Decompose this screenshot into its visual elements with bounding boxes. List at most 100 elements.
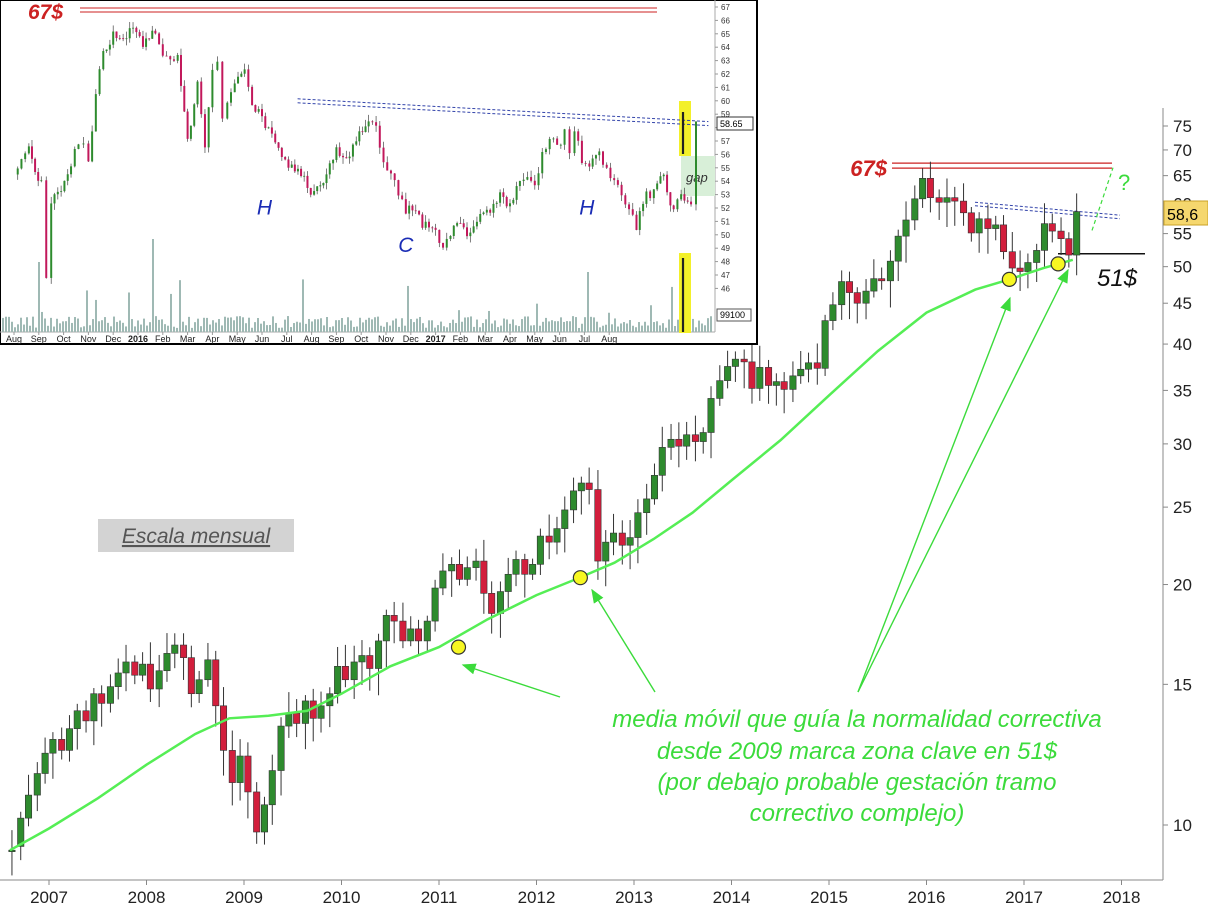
inset-candle-body (293, 164, 296, 172)
candle-body (878, 278, 886, 282)
candle-body (180, 644, 188, 658)
candle-body (780, 381, 788, 390)
inset-candle-body (522, 179, 525, 182)
volume-bar (404, 325, 406, 332)
candle-body (1024, 262, 1032, 272)
volume-bar (266, 325, 268, 332)
volume-bar (569, 321, 571, 332)
candle-body (853, 292, 861, 304)
inset-candle-body (230, 92, 232, 103)
inset-trendlines (80, 7, 709, 332)
volume-bar (113, 316, 115, 332)
inset-candle-body (656, 183, 659, 190)
volume-bar (386, 322, 388, 332)
volume-bar (239, 316, 241, 332)
inset-candle-body (659, 176, 662, 184)
volume-bar (704, 325, 706, 332)
candle-body (163, 653, 171, 672)
inset-candle-body (475, 221, 478, 227)
inset-candle-body (442, 242, 445, 248)
volume-bar (47, 325, 49, 332)
volume-bar (509, 323, 511, 332)
volume-bar (479, 327, 481, 332)
volume-bar (290, 327, 292, 332)
volume-bar (536, 303, 538, 332)
inset-candle-body (427, 221, 430, 228)
volume-bar (329, 327, 331, 332)
inset-candle-body (669, 192, 672, 206)
candle-body (1065, 238, 1073, 256)
volume-bar (392, 320, 394, 332)
inset-candle-body (530, 177, 533, 181)
candle-body (463, 567, 471, 580)
inset-candle-body (172, 59, 175, 61)
volume-bar (338, 320, 340, 332)
inset-candle-body (303, 175, 306, 177)
inset-candle-body (485, 209, 488, 213)
gap-highlight-volume (679, 253, 691, 333)
volume-bar (119, 320, 121, 332)
volume-bar (434, 327, 436, 332)
volume-bar (356, 326, 358, 332)
inset-y-tick-label: 57 (721, 137, 730, 146)
inset-candle-body (662, 174, 665, 177)
inset-candle-body (122, 38, 125, 40)
y-axis-ticks: 1015202530354045505560657075 (1163, 117, 1192, 835)
inset-y-tick-label: 66 (721, 16, 730, 25)
candle-body (724, 366, 732, 381)
inset-candle-body (591, 158, 594, 167)
candle-body (716, 380, 724, 399)
volume-bar (524, 316, 526, 332)
candle-body (975, 218, 983, 234)
volume-bar (515, 325, 517, 332)
inset-candle-body (138, 32, 141, 37)
volume-bar (401, 318, 403, 332)
volume-bar (413, 322, 415, 332)
y-tick-label: 50 (1173, 258, 1192, 277)
volume-bar (497, 327, 499, 332)
inset-candle-body (563, 129, 566, 145)
inset-candle-body (45, 180, 48, 278)
candle-body (334, 666, 342, 695)
candle-body (341, 666, 349, 681)
x-tick-label: 2015 (810, 888, 848, 907)
moving-average (9, 258, 1074, 852)
inset-candle-body (115, 31, 118, 39)
volume-bar (530, 325, 532, 332)
inset-trendline (297, 98, 709, 123)
y-tick-label: 75 (1173, 117, 1192, 136)
inset-x-tick-label: Jul (579, 334, 591, 344)
candle-body (521, 559, 529, 575)
gap-highlight-price (679, 101, 691, 156)
volume-bar (8, 316, 10, 332)
inset-candle-body (196, 81, 199, 105)
inset-candle-body (319, 185, 322, 187)
candle-body (399, 620, 407, 642)
candle-body (73, 710, 81, 729)
volume-bar (326, 317, 328, 332)
candle-body (602, 541, 610, 562)
volume-bar (230, 317, 232, 332)
volume-bar (296, 321, 298, 332)
volume-bar (653, 322, 655, 332)
inset-candle-body (466, 227, 469, 237)
volume-bar (269, 325, 271, 332)
inset-y-tick-label: 63 (721, 57, 730, 66)
inset-candle-body (34, 158, 37, 172)
volume-bar (455, 323, 457, 332)
inset-x-tick-label: Jun (255, 334, 270, 344)
candle-body (797, 368, 805, 377)
inset-candle-body (183, 85, 186, 112)
volume-bar (188, 316, 190, 332)
inset-candle-body (418, 210, 421, 215)
volume-bar (95, 299, 97, 332)
inset-y-tick-label: 47 (721, 271, 730, 280)
candle-body (49, 739, 57, 754)
inset-candlesticks (16, 21, 697, 284)
candle-body (439, 570, 447, 589)
inset-candle-body (37, 171, 40, 181)
volume-bar (77, 318, 79, 332)
candle-body (545, 535, 553, 543)
inset-y-tick-label: 50 (721, 231, 730, 240)
inset-candle-body (30, 146, 33, 159)
